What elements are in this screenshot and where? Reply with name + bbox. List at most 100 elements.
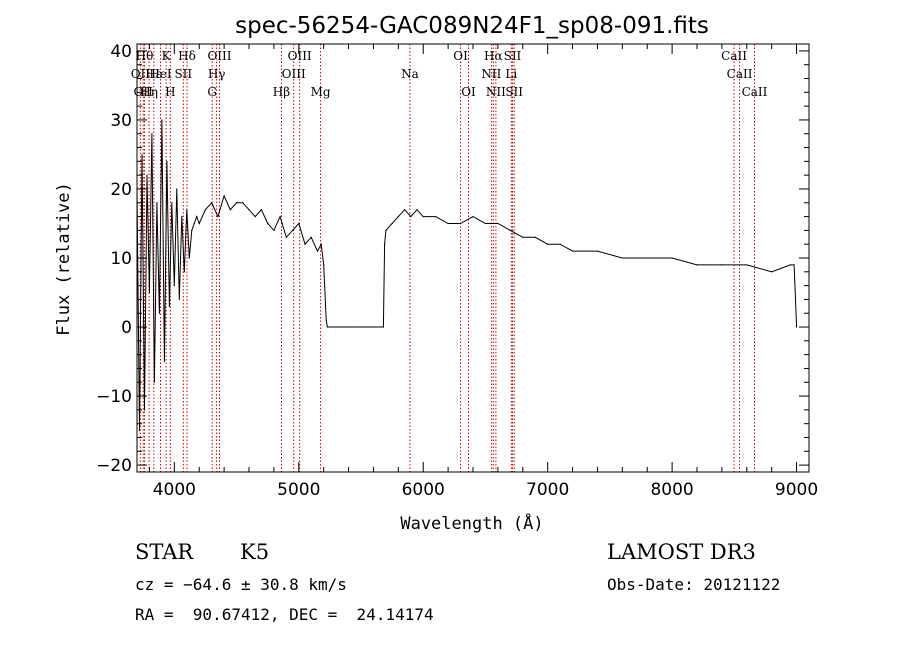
- line-label-7: H: [165, 85, 175, 99]
- data-point-0-55: [385, 229, 387, 231]
- line-label-8: SII: [174, 67, 192, 81]
- data-point-0-40: [291, 229, 294, 231]
- line-label-4: Hε: [145, 67, 162, 81]
- data-point-0-62: [435, 215, 437, 218]
- data-point-0-69: [522, 236, 524, 238]
- line-label-25: SII: [505, 85, 523, 99]
- y-tick-label-2: 0: [121, 318, 132, 338]
- x-tick-label-1: 5000: [277, 480, 320, 500]
- data-point-0-52: [372, 326, 375, 328]
- line-label-13: Hβ: [273, 85, 290, 99]
- data-point-0-57: [397, 215, 399, 218]
- data-point-0-7: [153, 381, 156, 383]
- subclass-label: K5: [240, 540, 270, 564]
- y-tick-label-3: 10: [110, 249, 132, 269]
- line-label-2: Hθ: [136, 49, 154, 63]
- data-point-0-31: [235, 202, 238, 204]
- data-point-0-24: [196, 215, 198, 218]
- data-point-0-13: [168, 305, 170, 307]
- data-point-0-65: [472, 215, 474, 218]
- data-point-0-22: [191, 229, 193, 231]
- coords-readout: RA = 90.67412, DEC = 24.14174: [135, 605, 434, 624]
- data-point-0-14: [171, 202, 173, 204]
- data-point-0-59: [410, 215, 412, 218]
- data-point-0-38: [279, 215, 281, 218]
- data-point-0-47: [325, 319, 327, 321]
- data-point-0-9: [158, 312, 160, 314]
- data-point-0-66: [484, 222, 487, 225]
- data-point-0-42: [304, 243, 306, 245]
- data-point-0-70: [534, 236, 536, 238]
- data-point-0-46: [323, 264, 325, 266]
- axis-tick-labels: 4000 5000 6000 7000 8000 9000 −20 −10 0 10 20 30 40: [96, 42, 818, 500]
- data-point-0-54: [384, 243, 386, 245]
- x-axis-label: Wavelength (Å): [400, 512, 543, 534]
- data-point-0-23: [193, 222, 195, 225]
- data-point-0-2: [141, 153, 143, 156]
- series-line-0: [136, 119, 798, 431]
- data-point-0-41: [298, 222, 300, 225]
- data-point-0-37: [273, 229, 275, 231]
- data-point-0-19: [183, 271, 185, 273]
- plot-frame: [136, 43, 810, 473]
- class-label: STAR: [135, 540, 194, 564]
- data-point-0-39: [285, 236, 287, 238]
- line-label-11: Hγ: [208, 67, 226, 81]
- line-label-20: NII: [481, 67, 501, 81]
- data-point-0-33: [248, 209, 250, 211]
- survey-label: LAMOST DR3: [607, 540, 756, 564]
- line-label-14: OIII: [282, 67, 306, 81]
- data-point-0-45: [320, 243, 322, 245]
- line-label-24: SII: [504, 49, 522, 63]
- data-point-0-51: [360, 326, 362, 328]
- data-point-0-78: [696, 264, 698, 266]
- line-label-21: Hα: [484, 49, 503, 63]
- data-point-0-83: [793, 264, 795, 266]
- data-point-0-35: [260, 209, 263, 211]
- y-axis-label: Flux (relative): [54, 182, 74, 336]
- x-tick-label-5: 9000: [775, 480, 818, 500]
- y-tick-label-1: −10: [96, 387, 132, 407]
- data-point-0-5: [148, 291, 151, 294]
- data-point-0-53: [382, 326, 384, 328]
- spectrum-series: [136, 119, 798, 432]
- line-markers: [139, 44, 755, 472]
- data-point-0-15: [173, 285, 175, 287]
- data-point-0-67: [497, 222, 499, 225]
- data-point-0-25: [198, 222, 200, 225]
- line-label-10: G: [207, 85, 217, 99]
- data-point-0-71: [547, 243, 549, 245]
- data-point-0-18: [181, 215, 183, 218]
- data-point-0-17: [178, 298, 180, 301]
- data-point-0-63: [447, 222, 449, 225]
- data-point-0-11: [163, 360, 165, 363]
- line-label-1: OII: [134, 85, 154, 99]
- data-point-0-79: [721, 264, 723, 266]
- data-point-0-80: [746, 264, 748, 266]
- data-point-0-58: [403, 209, 406, 211]
- data-point-0-27: [211, 202, 213, 204]
- data-point-0-74: [596, 250, 599, 252]
- obs-date: Obs-Date: 20121122: [607, 575, 781, 594]
- data-point-0-10: [161, 119, 163, 121]
- line-label-6: K: [162, 49, 172, 63]
- data-point-0-1: [138, 429, 141, 432]
- data-point-0-21: [188, 257, 190, 259]
- data-point-0-26: [204, 209, 207, 211]
- data-point-0-84: [795, 326, 798, 328]
- line-label-26: CaII: [721, 49, 747, 63]
- x-tick-label-3: 7000: [526, 480, 569, 500]
- data-point-0-82: [789, 264, 791, 266]
- data-point-0-76: [646, 257, 648, 259]
- line-label-18: OI: [453, 49, 468, 63]
- data-point-0-29: [223, 195, 225, 197]
- line-label-23: Li: [505, 67, 517, 81]
- data-point-0-73: [571, 250, 574, 252]
- data-point-0-8: [156, 202, 158, 204]
- data-point-0-32: [242, 202, 244, 204]
- line-label-19: OI: [461, 85, 476, 99]
- line-label-15: OIII: [288, 49, 312, 63]
- chart-title: spec-56254-GAC089N24F1_sp08-091.fits: [235, 13, 709, 39]
